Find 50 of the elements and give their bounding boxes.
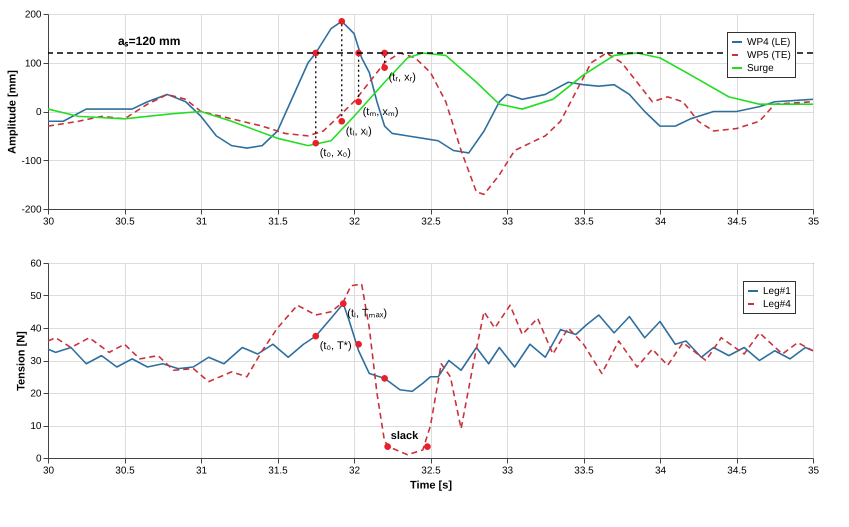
y-tick-label: 50 bbox=[30, 291, 42, 302]
x-tick-label: 34 bbox=[654, 216, 666, 228]
annotation: (t₀, T*) bbox=[320, 340, 352, 352]
x-tick-label: 34.5 bbox=[727, 216, 748, 228]
x-tick-label: 34 bbox=[654, 466, 666, 476]
y-tick-label: -100 bbox=[21, 156, 42, 167]
annotation: slack bbox=[390, 430, 420, 442]
legend-label: Leg#1 bbox=[763, 286, 792, 297]
x-axis-title: Time [s] bbox=[410, 480, 452, 492]
y-tick-label: 60 bbox=[30, 258, 42, 270]
annotation: (t₀, x₀) bbox=[320, 147, 351, 160]
x-tick-label: 32 bbox=[348, 216, 360, 228]
annotation: (tₗ, xₗ) bbox=[346, 125, 372, 138]
legend-label: Surge bbox=[747, 63, 774, 74]
legend-label: WP5 (TE) bbox=[747, 50, 791, 61]
x-tick-label: 30.5 bbox=[115, 466, 136, 476]
y-tick-label: 40 bbox=[30, 324, 42, 334]
x-tick-label: 33 bbox=[502, 216, 514, 228]
legend-label: Leg#4 bbox=[763, 299, 792, 310]
legend-label: WP4 (LE) bbox=[747, 37, 790, 48]
x-tick-label: 30.5 bbox=[115, 216, 136, 228]
annotation: (tₘ, xₘ) bbox=[362, 106, 399, 118]
x-tick-label: 32.5 bbox=[421, 216, 442, 228]
y-tick-label: 0 bbox=[36, 454, 42, 464]
x-tick-label: 33.5 bbox=[574, 466, 594, 476]
x-tick-label: 31 bbox=[196, 216, 208, 228]
x-tick-label: 30 bbox=[42, 216, 54, 228]
y-tick-label: 0 bbox=[36, 107, 42, 118]
annotation: (tₗ, Tₘₐₓ) bbox=[347, 308, 388, 320]
y-tick-label: 200 bbox=[24, 10, 42, 20]
y-tick-label: 20 bbox=[30, 388, 42, 400]
y-tick-label: 10 bbox=[30, 421, 42, 432]
x-tick-label: 33 bbox=[502, 466, 514, 476]
x-tick-label: 33.5 bbox=[574, 216, 594, 228]
x-tick-label: 31.5 bbox=[268, 466, 288, 476]
y-tick-label: 30 bbox=[30, 356, 42, 367]
x-tick-label: 35 bbox=[808, 216, 820, 228]
x-tick-label: 31.5 bbox=[268, 216, 288, 228]
x-tick-label: 32.5 bbox=[421, 466, 442, 476]
x-tick-label: 34.5 bbox=[727, 466, 748, 476]
ref-line-label: aₛ=120 mm bbox=[118, 34, 180, 48]
x-tick-label: 31 bbox=[196, 466, 208, 476]
annotation: (tᵣ, xᵣ) bbox=[388, 72, 416, 84]
x-tick-label: 30 bbox=[42, 466, 54, 476]
y-axis-title: Amplitude [mm] bbox=[6, 70, 18, 154]
y-tick-label: -200 bbox=[21, 204, 42, 216]
y-axis-title: Tension [N] bbox=[15, 330, 28, 391]
x-tick-label: 35 bbox=[808, 466, 820, 476]
y-tick-label: 100 bbox=[24, 58, 42, 70]
x-tick-label: 32 bbox=[348, 466, 360, 476]
